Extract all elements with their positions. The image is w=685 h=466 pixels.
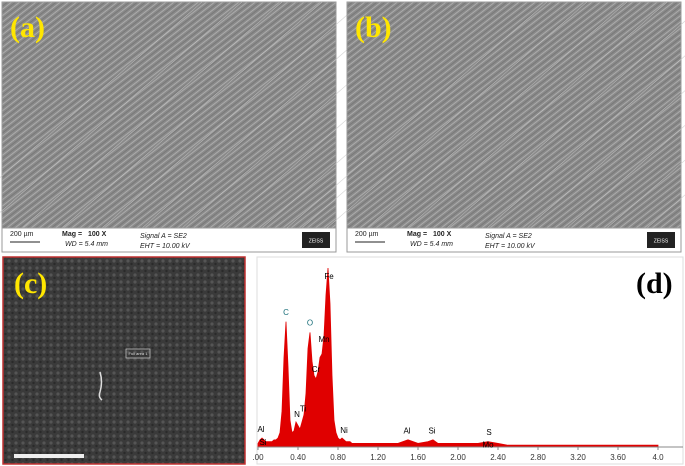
x-tick-label: 3.20 xyxy=(570,453,586,462)
signal: Signal A = SE2 xyxy=(140,233,187,240)
logo-box xyxy=(302,232,330,248)
peak-label: Ti xyxy=(300,404,307,413)
tag-box xyxy=(125,348,151,359)
peak-label: Cr xyxy=(312,365,321,374)
scratch xyxy=(486,55,685,229)
logo: ZEISS xyxy=(309,238,324,244)
scratch xyxy=(566,124,685,229)
panel-label: (c) xyxy=(14,267,47,300)
wd: WD = 5.4 mm xyxy=(65,241,108,248)
x-tick-label: 2.00 xyxy=(450,453,466,462)
scratch xyxy=(0,1,203,179)
scratch xyxy=(21,1,283,229)
peak-label: Mo xyxy=(482,441,494,450)
peak-label: Ni xyxy=(340,426,348,435)
peak-label: C xyxy=(283,308,289,317)
scratch xyxy=(406,1,668,229)
sem-panel: (b) 200 µm Mag = 100 X WD = 5.4 mm Signal A =… xyxy=(286,1,685,253)
peak-label: O xyxy=(307,319,313,328)
scratch xyxy=(366,1,628,229)
peak-label: Si xyxy=(259,438,266,447)
tag: Full area 1 xyxy=(129,351,149,356)
mag: 100 X xyxy=(433,231,452,238)
info-bar xyxy=(346,227,682,253)
logo: ZEISS xyxy=(654,238,669,244)
scratch xyxy=(286,1,548,229)
scratch xyxy=(446,20,685,229)
mag: 100 X xyxy=(88,231,107,238)
peak-label: Al xyxy=(257,425,264,434)
peak-label: Al xyxy=(403,426,410,435)
x-tick-label: .00 xyxy=(252,453,264,462)
scratch xyxy=(0,1,243,213)
x-tick-label: 2.40 xyxy=(490,453,506,462)
peak-label: Si xyxy=(428,426,435,435)
panel-label: (d) xyxy=(636,267,673,300)
sem-image xyxy=(2,256,246,465)
eht: EHT = 10.00 kV xyxy=(485,243,536,250)
sem-image xyxy=(346,1,682,229)
x-tick-label: 2.80 xyxy=(530,453,546,462)
sem-panel: (a) 200 µm Mag = 100 X WD = 5.4 mm Signal A =… xyxy=(0,1,563,253)
x-tick-label: 1.60 xyxy=(410,453,426,462)
peak-label: S xyxy=(486,428,491,437)
scratch xyxy=(526,90,685,229)
eht: EHT = 10.00 kV xyxy=(140,243,191,250)
x-tick-label: 0.40 xyxy=(290,453,306,462)
panel-label: (b) xyxy=(355,11,392,44)
scale-bar xyxy=(14,454,84,458)
mag-label: Mag = xyxy=(407,231,427,238)
scratch xyxy=(326,1,588,229)
scratch xyxy=(61,1,323,229)
mag-label: Mag = xyxy=(62,231,82,238)
x-tick-label: 4.0 xyxy=(652,453,664,462)
x-tick-label: 1.20 xyxy=(370,453,386,462)
x-tick-label: 0.80 xyxy=(330,453,346,462)
sem-image xyxy=(1,1,337,229)
signal: Signal A = SE2 xyxy=(485,233,532,240)
particle xyxy=(98,371,103,401)
scale-text: 200 µm xyxy=(355,231,379,238)
info-bar xyxy=(1,227,337,253)
peak-label: N xyxy=(294,410,300,419)
peak-label: Fe xyxy=(324,272,334,281)
scratch xyxy=(606,159,685,229)
wd: WD = 5.4 mm xyxy=(410,241,453,248)
scratch xyxy=(101,1,363,229)
peak-label: Mn xyxy=(318,335,329,344)
logo-box xyxy=(647,232,675,248)
panel-label: (a) xyxy=(10,11,45,44)
spectrum xyxy=(257,267,659,448)
scale-text: 200 µm xyxy=(10,231,34,238)
x-tick-label: 3.60 xyxy=(610,453,626,462)
